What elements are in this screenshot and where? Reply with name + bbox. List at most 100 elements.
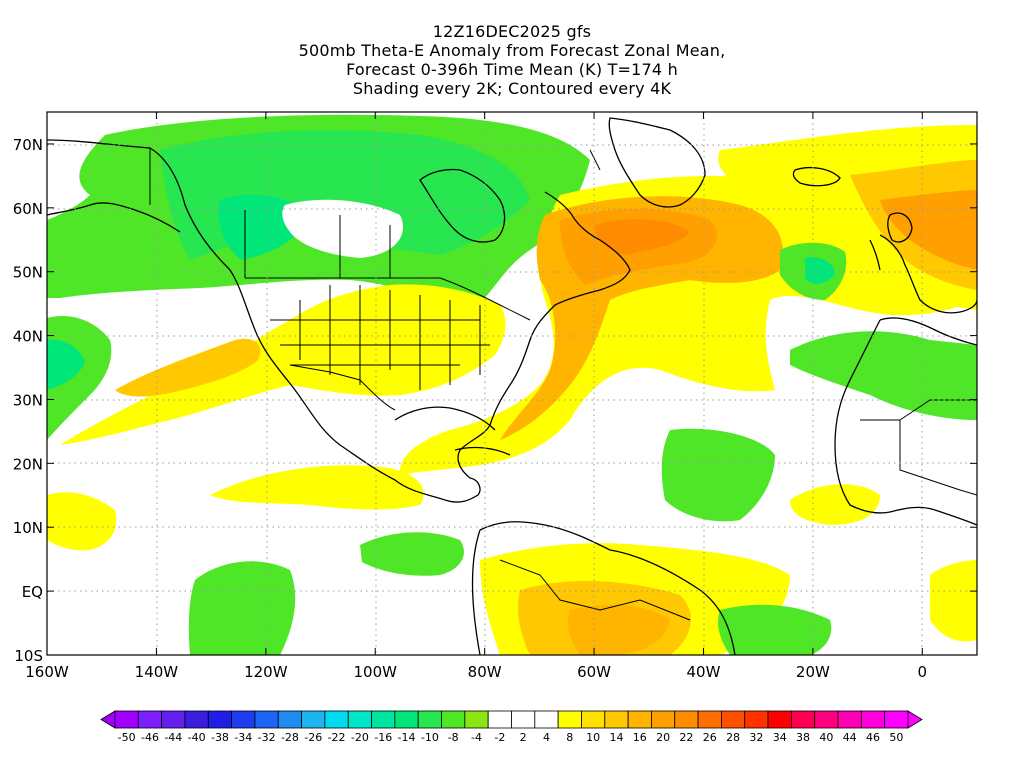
colorbar-label: 50 — [889, 731, 903, 744]
colorbar-swatch — [394, 710, 419, 729]
colorbar-label: 16 — [633, 731, 647, 744]
x-tick-label: 40W — [687, 663, 721, 681]
title-shading: Shading every 2K; Contoured every 4K — [352, 79, 672, 98]
y-tick-label: 30N — [13, 391, 43, 409]
x-tick-label: 80W — [468, 663, 502, 681]
coast-alaska — [47, 202, 181, 233]
darkorange-south-america — [568, 604, 670, 655]
yellow-guinea — [930, 560, 977, 642]
colorbar-label: -10 — [421, 731, 439, 744]
colorbar-swatch — [511, 710, 536, 729]
yellow-tropical-pacific — [47, 492, 117, 551]
colorbar-swatch — [604, 710, 629, 729]
colorbar-swatch — [277, 710, 302, 729]
anomaly-shading — [47, 112, 977, 655]
y-tick-label: 50N — [13, 264, 43, 282]
colorbar-swatch — [744, 710, 769, 729]
border-greenland-canada — [589, 149, 601, 171]
colorbar-swatch — [627, 710, 652, 729]
colorbar-label: -32 — [258, 731, 276, 744]
colorbar-swatch — [651, 710, 676, 729]
colorbar-swatch — [417, 710, 442, 729]
colorbar-swatch — [114, 710, 139, 729]
colorbar-swatch — [674, 710, 699, 729]
x-tick-label: 100W — [354, 663, 398, 681]
coast-hudson-bay — [419, 168, 506, 243]
colorbar-label: -38 — [211, 731, 229, 744]
colorbar-swatch — [767, 710, 792, 729]
colorbar: -50 -46 -44 -40 -38 -34 -32 -28 -26 -22 -20 -16 -14-… — [100, 710, 923, 744]
border-canada-provinces — [149, 148, 391, 278]
y-tick-label: 10N — [13, 519, 43, 537]
colorbar-label: 38 — [796, 731, 810, 744]
colorbar-swatch — [441, 710, 466, 729]
title-date-model: 12Z16DEC2025 gfs — [432, 22, 592, 41]
coastlines — [47, 117, 977, 655]
deep-orange-atlantic-core — [595, 219, 690, 255]
border-south-america — [499, 559, 691, 621]
coast-iceland — [792, 167, 841, 187]
gold-band-pacific — [115, 338, 261, 397]
colorbar-label: -50 — [118, 731, 136, 744]
yellow-central-am — [210, 465, 424, 510]
colorbar-label: 20 — [656, 731, 670, 744]
green-small-pacific — [88, 237, 125, 254]
colorbar-swatch — [137, 710, 163, 729]
yellow-band-pacific-us — [60, 284, 506, 445]
colorbar-label: -20 — [351, 731, 369, 744]
colorbar-label: -34 — [234, 731, 252, 744]
colorbar-arrow-right — [907, 710, 923, 729]
y-tick-label: 60N — [13, 200, 43, 218]
colorbar-swatch — [161, 710, 186, 729]
colorbar-label: -16 — [374, 731, 392, 744]
green-east-atlantic — [790, 331, 977, 420]
coast-gulf-mexico — [394, 406, 496, 431]
colorbar-swatch — [697, 710, 722, 729]
colorbar-swatch — [184, 710, 209, 729]
y-axis-ticks: 70N 60N 50N 40N 30N 20N 10N EQ 10S — [13, 136, 977, 665]
colorbar-swatch — [324, 710, 349, 729]
x-tick-label: 0 — [918, 663, 928, 681]
x-tick-label: 160W — [25, 663, 69, 681]
colorbar-label: 28 — [726, 731, 740, 744]
colorbar-swatch — [534, 710, 559, 729]
colorbar-label: -4 — [471, 731, 482, 744]
title-forecast: Forecast 0-396h Time Mean (K) T=174 h — [346, 60, 678, 79]
colorbar-swatch — [207, 710, 233, 729]
colorbar-label: 22 — [679, 731, 693, 744]
y-tick-label: EQ — [22, 583, 43, 601]
colorbar-label: 34 — [773, 731, 787, 744]
y-tick-label: 20N — [13, 455, 43, 473]
colorbar-label: -28 — [281, 731, 299, 744]
colorbar-swatch — [371, 710, 396, 729]
colorbar-label: -40 — [188, 731, 206, 744]
colorbar-label: -14 — [398, 731, 416, 744]
gridlines — [47, 112, 977, 655]
plot-title: 12Z16DEC2025 gfs 500mb Theta-E Anomaly f… — [0, 22, 1024, 98]
colorbar-arrow-left — [100, 710, 116, 729]
green-africa-coast — [661, 428, 775, 522]
border-us-states — [270, 285, 490, 390]
colorbar-swatch — [254, 710, 279, 729]
colorbar-label: 44 — [843, 731, 857, 744]
colorbar-label: 8 — [566, 731, 573, 744]
darkorange-europe — [880, 190, 977, 270]
colorbar-label: 26 — [703, 731, 717, 744]
colorbar-label: 14 — [609, 731, 623, 744]
x-tick-label: 20W — [796, 663, 830, 681]
green-tropical-atlantic — [718, 604, 832, 655]
colorbar-swatch — [231, 710, 256, 729]
colorbar-label: 46 — [866, 731, 880, 744]
y-tick-label: 70N — [13, 136, 43, 154]
colorbar-label: 32 — [749, 731, 763, 744]
coast-greenland — [608, 117, 706, 208]
map-frame — [46, 111, 978, 656]
coast-africa — [834, 317, 977, 526]
colorbar-swatch — [557, 710, 582, 729]
colorbar-swatch — [860, 710, 886, 729]
colorbar-label: -46 — [141, 731, 159, 744]
colorbar-swatch — [721, 710, 746, 729]
colorbar-swatch — [790, 710, 816, 729]
colorbar-swatch — [814, 710, 839, 729]
